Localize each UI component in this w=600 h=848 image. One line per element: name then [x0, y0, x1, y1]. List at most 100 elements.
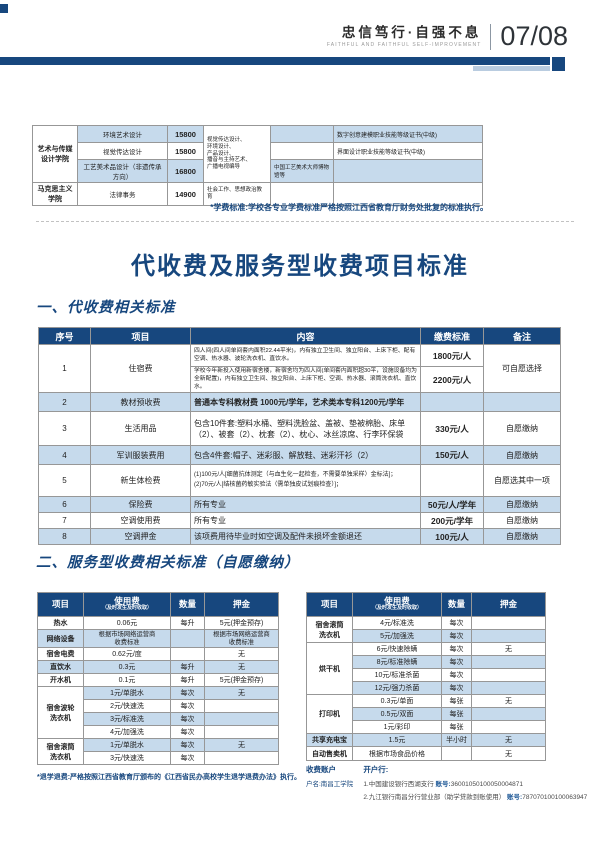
account-holder-column: 收费账户 户名:南昌工学院 [306, 764, 353, 801]
cell-empty [270, 142, 334, 160]
col-header-no: 序号 [38, 327, 91, 345]
refund-policy-note: *退学退费:严格按照江西省教育厅颁布的《江西省民办高校学生退学退费办法》执行。 [37, 774, 302, 781]
cell-qty: 每升 [170, 673, 205, 687]
cell-deposit [204, 699, 279, 713]
fee-header-main: 使用费 [384, 596, 410, 607]
cell-item: 打印机 [306, 694, 353, 734]
cell-fee: 8元/标准除螨 [352, 655, 442, 669]
cell-fee: 3元/快速洗 [83, 751, 171, 765]
cell-certificate: 界面设计职业技能等级证书(中级) [333, 142, 483, 160]
table-row: 8 空调押金 该项费用待毕业时如空调及配件未损坏金额退还 100元/人 自愿缴纳 [38, 528, 561, 546]
cell-fee: 15800 [167, 142, 204, 160]
cell-certificate: 数字创意建模职业技能等级证书(中级) [333, 125, 483, 143]
cell-fee: 1.5元 [352, 733, 442, 747]
table-row: 3 生活用品 包含10件套:塑料水桶、塑料洗脸盆、盖被、垫被棉胎、床单（2）、被… [38, 411, 561, 447]
cell-fee: 2元/快速洗 [83, 699, 171, 713]
cell-no: 2 [38, 392, 91, 413]
cell-item: 共享充电宝 [306, 733, 353, 747]
cell-qty: 每次 [441, 642, 472, 656]
table-row: 艺术与传媒 设计学院 环境艺术设计 15800 视觉传达设计、 环境设计、 产品… [32, 125, 483, 183]
cell-deposit: 无 [471, 733, 546, 747]
cell-qty: 每次 [170, 686, 205, 700]
cell-fee: 12元/强力杀菌 [352, 681, 442, 695]
cell-fee: 16800 [167, 159, 204, 183]
cell-no: 4 [38, 445, 91, 466]
account-label: 收费账户 [306, 765, 336, 774]
table-row: 学校今年新投入使用新宿舍楼，新宿舍均为四人间(单间套内面积超30平，设施设备均为… [39, 365, 561, 394]
section2-heading: 二、服务型收费相关标准（自愿缴纳） [36, 555, 300, 571]
bank1-name: 1.中国建设银行西湖支行 [363, 781, 434, 788]
table-row: 8元/标准除螨 每次 [307, 655, 546, 669]
cell-fee: 5元/加强洗 [352, 629, 442, 643]
page-header: 忠信笃行·自强不息 FAITHFUL AND FAITHFUL SELF-IMP… [326, 23, 568, 50]
table-row: 宿舍电费 0.62元/度 无 [37, 647, 279, 661]
col-header-qty: 数量 [441, 592, 472, 617]
service-fees-table-left: 项目 使用费 （及时发生及时收取） 数量 押金 热水 0.06元 每升 5元(押… [37, 592, 279, 765]
cell-no: 6 [38, 496, 91, 514]
cell-qty: 每次 [170, 738, 205, 752]
collection-fees-table: 序号 项目 内容 缴费标准 备注 1 住宿费 四人间(四人间单间套内面积22.4… [38, 327, 561, 546]
cell-item: 直饮水 [37, 660, 84, 674]
cell-qty: 每次 [441, 668, 472, 682]
account-holder: 户名:南昌工学院 [306, 781, 354, 788]
cell-standard: 50元/人/学年 [420, 496, 484, 514]
table-row: 3元/快速洗 每次 [38, 751, 279, 765]
cell-fee: 根据市场网络运营商 收费标准 [83, 629, 171, 648]
table-row: 马克思主义学院 法律事务 14900 社会工作、思想政治教育 [32, 182, 483, 206]
table-row: 网络设备 根据市场网络运营商 收费标准 根据市场网络运营商 收费标准 [37, 629, 279, 648]
header-rule-square [552, 57, 565, 71]
cell-item: 宿舍滚筒 洗衣机 [37, 738, 84, 765]
cell-deposit [471, 629, 546, 643]
cell-item: 自动售卖机 [306, 746, 353, 761]
cell-no: 8 [38, 528, 91, 546]
col-header-content: 内容 [190, 327, 421, 345]
dashed-divider [36, 221, 574, 222]
cell-qty: 每升 [170, 660, 205, 674]
corner-accent-square [0, 4, 8, 13]
cell-fee: 根据市场食品价格 [352, 746, 442, 761]
table-row: 12元/强力杀菌 每次 [307, 681, 546, 695]
table-row: 自动售卖机 根据市场食品价格 无 [306, 746, 546, 761]
cell-fee: 1元/单脱水 [83, 738, 171, 752]
cell-content: 包含10件套:塑料水桶、塑料洗脸盆、盖被、垫被棉胎、床单（2）、被套（2）、枕套… [190, 411, 421, 447]
cell-qty: 每次 [170, 699, 205, 713]
cell-deposit [204, 725, 279, 739]
cell-standard: 1800元/人 [420, 344, 484, 367]
cell-fee: 3元/标准洗 [83, 712, 171, 726]
account2-number: 787070100100063947 [522, 794, 588, 801]
service-fees-table-right: 项目 使用费 （及时发生及时收取） 数量 押金 宿舍滚筒 洗衣机 4元/标准洗 … [306, 592, 546, 761]
cell-content: 所有专业 [190, 512, 421, 530]
table-row: 直饮水 0.3元 每升 无 [37, 660, 279, 674]
cell-fee: 0.1元 [83, 673, 171, 687]
cell-content: 所有专业 [190, 496, 421, 514]
cell-deposit [471, 616, 546, 630]
cell-remark: 自愿选其中一项 [483, 464, 561, 498]
cell-no: 1 [38, 343, 91, 394]
cell-qty [441, 746, 472, 761]
table-row: 2 教材预收费 普通本专科教材费 1000元/学年，艺术类本专科1200元/学年 [38, 392, 561, 413]
cell-fee: 1元/彩印 [352, 720, 442, 734]
motto-english: FAITHFUL AND FAITHFUL SELF-IMPROVEMENT [326, 41, 482, 48]
cell-qty: 每次 [170, 712, 205, 726]
cell-empty [270, 125, 334, 143]
cell-deposit [471, 668, 546, 682]
cell-major: 环境艺术设计 [77, 125, 168, 143]
col-header-remark: 备注 [483, 327, 561, 345]
cell-fee: 0.06元 [83, 616, 171, 630]
cell-qty [170, 647, 205, 661]
cell-major: 法律事务 [77, 182, 168, 206]
cell-empty [333, 182, 483, 206]
col-header-standard: 缴费标准 [420, 327, 484, 345]
account2-label: 账号: [507, 794, 523, 801]
cell-remark: 自愿缴纳 [483, 528, 561, 546]
cell-deposit [204, 712, 279, 726]
table-row: 宿舍滚筒 洗衣机 4元/标准洗 每次 [306, 616, 546, 643]
cell-qty: 每次 [441, 616, 472, 630]
cell-deposit: 无 [204, 686, 279, 700]
cell-content: (1)100元/人[细菌抗体测定（与血生化一起检查，不需要单独采样）金标法]； … [190, 464, 421, 498]
cell-fee: 15800 [167, 125, 204, 143]
tuition-standard-note: *学费标准:学校各专业学费标准严格按照江西省教育厅财务处批复的标准执行。 [210, 203, 488, 212]
cell-fee: 6元/快速除螨 [352, 642, 442, 656]
cell-qty: 每张 [441, 707, 472, 721]
fee-header-sub: （及时发生及时收取） [371, 605, 422, 612]
